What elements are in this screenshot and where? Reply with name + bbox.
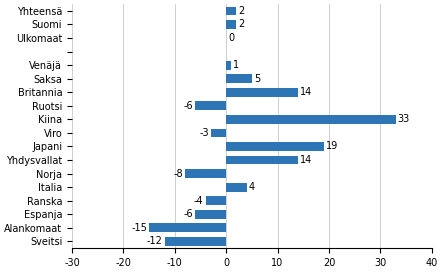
Bar xyxy=(226,183,247,191)
Bar xyxy=(226,142,324,151)
Bar xyxy=(226,61,231,70)
Bar xyxy=(226,156,298,165)
Text: 5: 5 xyxy=(254,74,260,84)
Bar xyxy=(226,115,396,124)
Bar xyxy=(226,74,252,83)
Bar xyxy=(195,210,226,219)
Text: -8: -8 xyxy=(173,169,183,179)
Text: -6: -6 xyxy=(184,209,193,219)
Text: 14: 14 xyxy=(300,87,312,97)
Text: -3: -3 xyxy=(199,128,209,138)
Bar xyxy=(195,101,226,110)
Text: 0: 0 xyxy=(228,33,234,43)
Bar xyxy=(206,196,226,205)
Text: 2: 2 xyxy=(239,6,245,16)
Text: 14: 14 xyxy=(300,155,312,165)
Text: 1: 1 xyxy=(233,60,240,70)
Text: -12: -12 xyxy=(147,236,163,246)
Bar xyxy=(226,88,298,97)
Bar xyxy=(211,128,226,137)
Bar xyxy=(226,20,236,29)
Bar xyxy=(226,7,236,15)
Bar xyxy=(185,169,226,178)
Text: 19: 19 xyxy=(326,141,338,152)
Text: 4: 4 xyxy=(249,182,255,192)
Text: -6: -6 xyxy=(184,101,193,111)
Text: 2: 2 xyxy=(239,20,245,29)
Text: -4: -4 xyxy=(194,196,204,206)
Text: -15: -15 xyxy=(131,223,147,233)
Bar xyxy=(164,237,226,246)
Bar xyxy=(149,223,226,232)
Text: 33: 33 xyxy=(398,114,410,124)
